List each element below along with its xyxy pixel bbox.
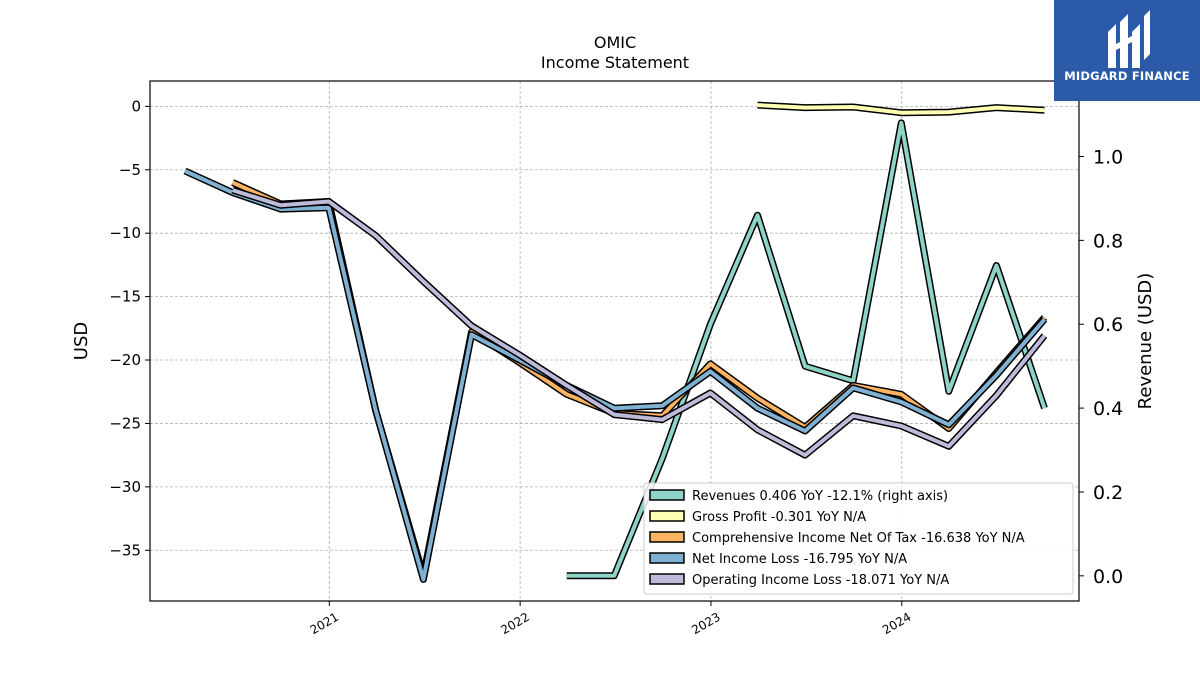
y-tick-label-right: 0.2 (1093, 482, 1123, 504)
x-tick-label: 2024 (880, 610, 913, 637)
y-axis-label-right: Revenue (USD) (1135, 273, 1156, 410)
legend-box (643, 482, 1074, 595)
x-tick-label: 2022 (498, 610, 531, 637)
legend-label: Comprehensive Income Net Of Tax -16.638 … (692, 531, 1025, 546)
series-lines (183, 101, 1048, 583)
y-axis-label-left: USD (71, 322, 92, 360)
chart-subtitle: Income Statement (541, 53, 689, 72)
y-tick-label-right: 0.4 (1093, 398, 1123, 420)
legend: Revenues 0.406 YoY -12.1% (right axis) Gr… (643, 482, 1074, 595)
x-tick-label: 2021 (308, 610, 341, 637)
y-tick-label-left: −35 (109, 541, 141, 559)
operating-income-loss-line (231, 188, 1047, 458)
grid-lines (150, 81, 1079, 601)
y-tick-label-left: −25 (109, 414, 141, 432)
legend-swatch (649, 552, 685, 564)
y-tick-label-left: −10 (109, 224, 141, 242)
legend-label: Net Income Loss -16.795 YoY N/A (692, 552, 907, 567)
y-tick-label-left: −30 (109, 478, 141, 496)
legend-swatch (649, 489, 685, 501)
legend-label: Revenues 0.406 YoY -12.1% (right axis) (692, 489, 948, 504)
y-tick-label-left: 0 (131, 97, 141, 115)
legend-label: Gross Profit -0.301 YoY N/A (692, 510, 866, 525)
y-tick-label-right: 0.8 (1093, 230, 1123, 252)
x-tick-label: 2023 (689, 610, 722, 637)
gross-profit-line (757, 103, 1045, 115)
y-tick-label-right: 1.0 (1093, 146, 1123, 168)
chart-title: OMIC (594, 33, 636, 52)
net-income-loss-line (184, 169, 1047, 582)
legend-swatch (649, 573, 685, 585)
legend-swatch (649, 531, 685, 543)
midgard-finance-logo: MIDGARD FINANCE (1054, 0, 1200, 101)
logo-text: MIDGARD FINANCE (1064, 69, 1190, 83)
legend-swatch (649, 510, 685, 522)
y-tick-label-left: −5 (119, 161, 141, 179)
y-tick-label-left: −15 (109, 288, 141, 306)
y-tick-label-right: 0.0 (1093, 566, 1123, 588)
legend-label: Operating Income Loss -18.071 YoY N/A (692, 573, 949, 588)
y-tick-label-right: 0.6 (1093, 314, 1123, 336)
plot-frame (149, 80, 1080, 602)
midgard-logo-icon (1108, 10, 1150, 68)
y-tick-label-left: −20 (109, 351, 141, 369)
